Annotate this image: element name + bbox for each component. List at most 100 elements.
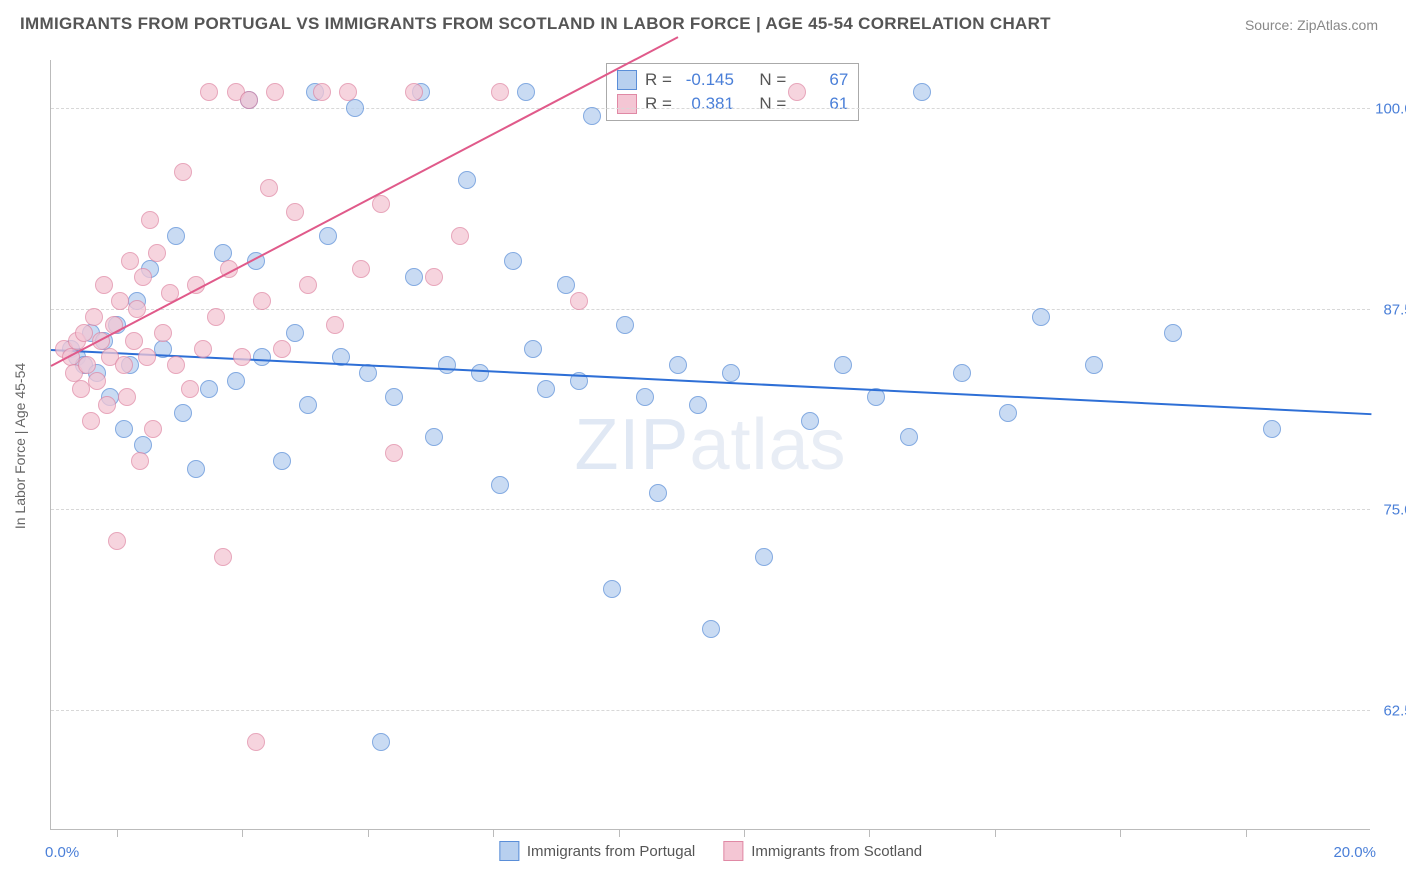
chart-title: IMMIGRANTS FROM PORTUGAL VS IMMIGRANTS F… — [20, 14, 1051, 34]
scatter-point — [207, 308, 225, 326]
y-tick-label: 100.0% — [1375, 101, 1406, 118]
scatter-point — [154, 324, 172, 342]
scatter-point — [138, 348, 156, 366]
scatter-point — [273, 340, 291, 358]
scatter-point — [319, 227, 337, 245]
scatter-point — [834, 356, 852, 374]
y-tick-label: 62.5% — [1383, 702, 1406, 719]
scatter-point — [1085, 356, 1103, 374]
x-tick — [1120, 829, 1121, 837]
gridline: 62.5% — [51, 710, 1370, 711]
scatter-point — [187, 460, 205, 478]
source-credit: Source: ZipAtlas.com — [1245, 17, 1378, 33]
scatter-point — [88, 372, 106, 390]
scatter-point — [438, 356, 456, 374]
x-tick — [744, 829, 745, 837]
scatter-point — [669, 356, 687, 374]
scatter-point — [458, 171, 476, 189]
scatter-point — [233, 348, 251, 366]
gridline: 87.5% — [51, 309, 1370, 310]
legend-item-portugal: Immigrants from Portugal — [499, 841, 695, 861]
x-tick — [242, 829, 243, 837]
scatter-point — [260, 179, 278, 197]
scatter-point — [128, 300, 146, 318]
scatter-point — [108, 532, 126, 550]
scatter-point — [722, 364, 740, 382]
scatter-point — [200, 380, 218, 398]
scatter-point — [346, 99, 364, 117]
scatter-point — [121, 252, 139, 270]
scatter-point — [72, 380, 90, 398]
scatter-point — [636, 388, 654, 406]
x-tick — [869, 829, 870, 837]
scatter-point — [115, 356, 133, 374]
scatter-point — [111, 292, 129, 310]
scatter-point — [616, 316, 634, 334]
scatter-point — [240, 91, 258, 109]
scatter-point — [115, 420, 133, 438]
scatter-point — [471, 364, 489, 382]
legend-label-portugal: Immigrants from Portugal — [527, 843, 695, 860]
scatter-point — [999, 404, 1017, 422]
x-tick — [117, 829, 118, 837]
scatter-point — [1164, 324, 1182, 342]
scatter-point — [167, 356, 185, 374]
scatter-point — [451, 227, 469, 245]
legend-label-scotland: Immigrants from Scotland — [751, 843, 922, 860]
scatter-point — [913, 83, 931, 101]
gridline: 75.0% — [51, 509, 1370, 510]
scatter-point — [385, 444, 403, 462]
scatter-point — [144, 420, 162, 438]
legend-item-scotland: Immigrants from Scotland — [723, 841, 922, 861]
scatter-point — [491, 476, 509, 494]
scatter-point — [313, 83, 331, 101]
scatter-point — [247, 733, 265, 751]
scatter-point — [181, 380, 199, 398]
scatter-point — [299, 276, 317, 294]
scatter-point — [273, 452, 291, 470]
scatter-point — [98, 396, 116, 414]
scatter-point — [524, 340, 542, 358]
scatter-point — [227, 372, 245, 390]
scatter-point — [517, 83, 535, 101]
scatter-point — [214, 548, 232, 566]
scatter-point — [702, 620, 720, 638]
r-value-scotland: 0.381 — [680, 94, 734, 114]
x-tick — [995, 829, 996, 837]
scatter-point — [405, 83, 423, 101]
x-max-label: 20.0% — [1333, 844, 1376, 861]
scatter-point — [286, 324, 304, 342]
x-min-label: 0.0% — [45, 844, 79, 861]
scatter-point — [385, 388, 403, 406]
scatter-point — [372, 733, 390, 751]
scatter-point — [266, 83, 284, 101]
stats-box: R = -0.145 N = 67 R = 0.381 N = 61 — [606, 63, 859, 121]
scatter-point — [649, 484, 667, 502]
legend: Immigrants from Portugal Immigrants from… — [499, 841, 922, 861]
scatter-point — [286, 203, 304, 221]
y-tick-label: 87.5% — [1383, 301, 1406, 318]
scatter-point — [801, 412, 819, 430]
x-tick — [493, 829, 494, 837]
scatter-point — [78, 356, 96, 374]
scatter-point — [557, 276, 575, 294]
scatter-point — [167, 227, 185, 245]
scatter-point — [491, 83, 509, 101]
trend-line-scotland — [51, 36, 679, 367]
swatch-scotland-icon — [723, 841, 743, 861]
scatter-point — [788, 83, 806, 101]
x-tick — [1246, 829, 1247, 837]
scatter-point — [194, 340, 212, 358]
stats-row-scotland: R = 0.381 N = 61 — [617, 92, 848, 116]
scatter-point — [200, 83, 218, 101]
swatch-portugal — [617, 70, 637, 90]
scatter-point — [253, 348, 271, 366]
scatter-point — [174, 163, 192, 181]
scatter-point — [75, 324, 93, 342]
scatter-point — [570, 292, 588, 310]
scatter-point — [583, 107, 601, 125]
scatter-point — [372, 195, 390, 213]
swatch-portugal-icon — [499, 841, 519, 861]
scatter-point — [537, 380, 555, 398]
scatter-point — [689, 396, 707, 414]
